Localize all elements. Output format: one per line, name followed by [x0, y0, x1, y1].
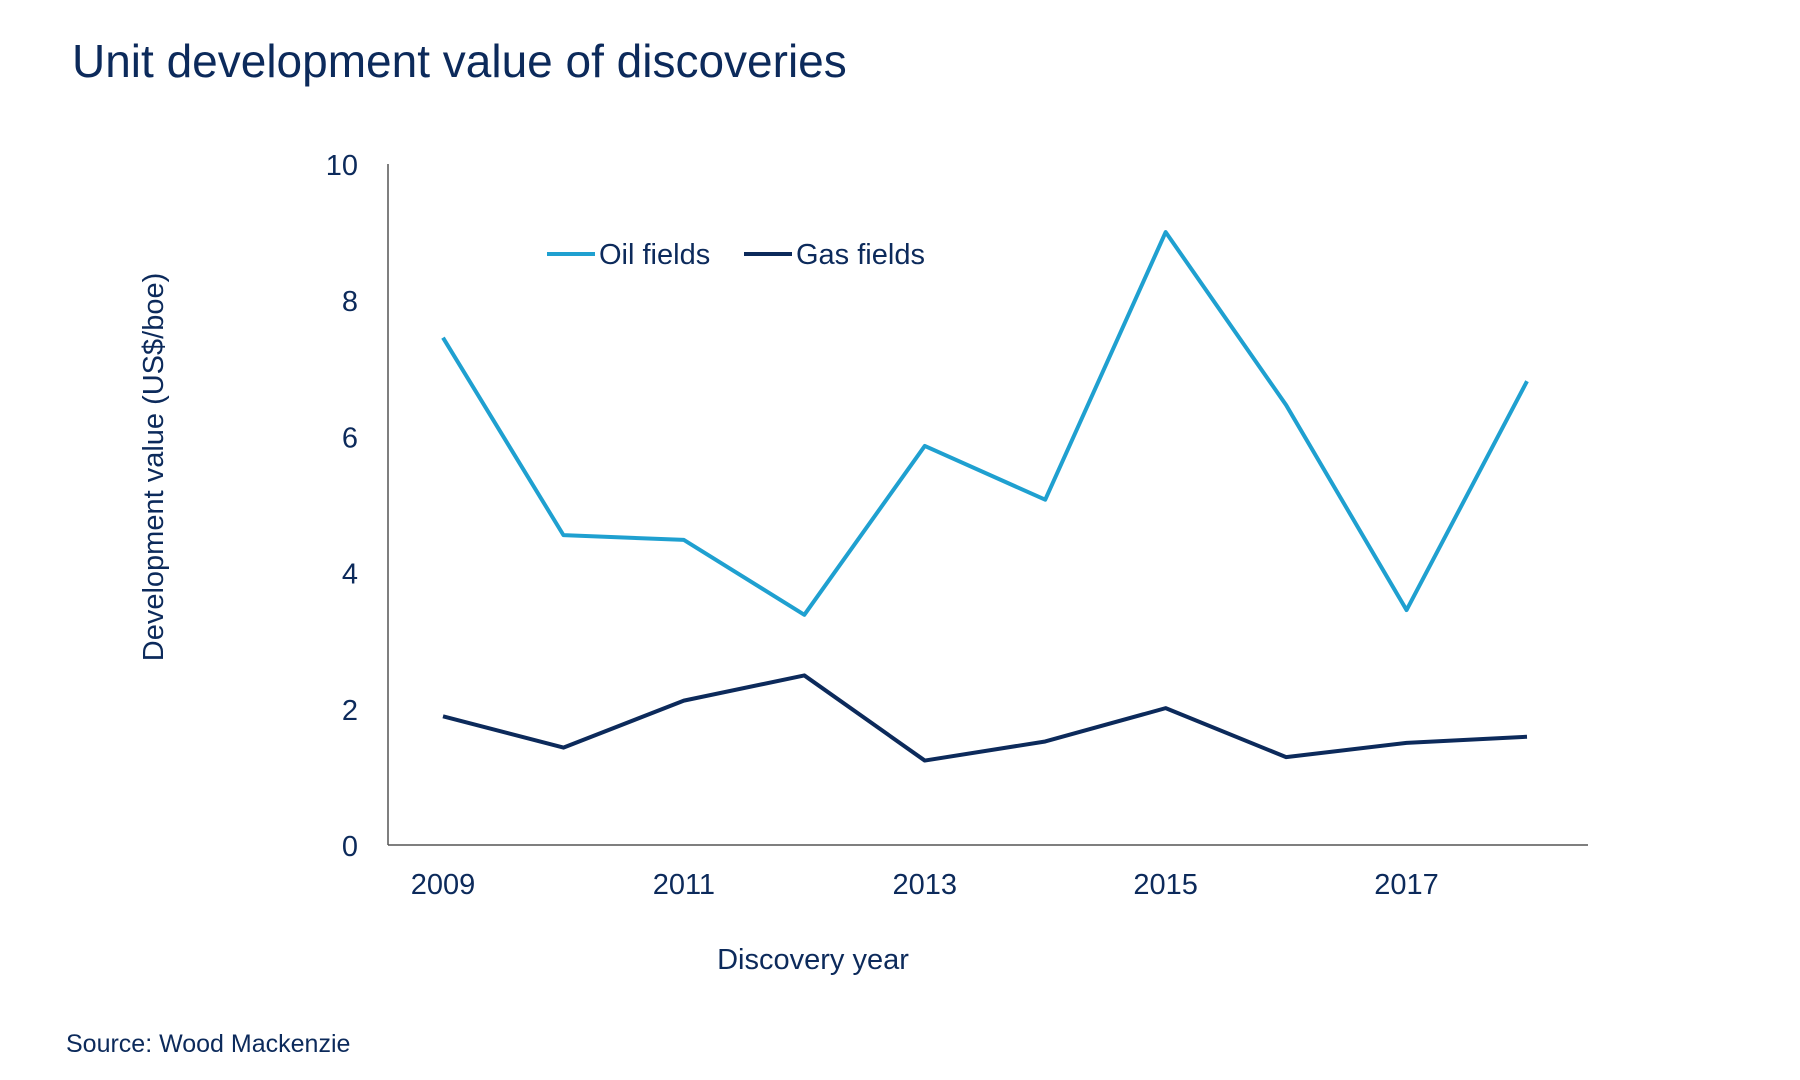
source-note: Source: Wood Mackenzie [66, 1030, 351, 1058]
x-tick-label: 2009 [411, 869, 476, 901]
series-line-oil-fields [441, 230, 1529, 617]
legend-item: Oil fields [547, 239, 710, 271]
y-tick-label: 4 [342, 559, 358, 591]
x-tick-label: 2011 [653, 869, 715, 901]
y-tick-label: 0 [342, 831, 358, 863]
x-tick-labels: 2009 2011 2013 2015 2017 [411, 869, 1439, 901]
series-lines [441, 230, 1529, 763]
y-axis-label: Development value (US$/boe) [138, 273, 170, 661]
legend: Oil fields Gas fields [547, 239, 925, 271]
y-tick-label: 8 [342, 286, 358, 318]
x-tick-label: 2015 [1133, 869, 1198, 901]
x-axis-label: Discovery year [717, 944, 909, 976]
y-tick-label: 2 [342, 695, 358, 727]
axes [387, 164, 1588, 846]
legend-label: Gas fields [796, 239, 925, 271]
legend-item: Gas fields [744, 239, 925, 271]
x-tick-label: 2017 [1374, 869, 1439, 901]
y-tick-label: 6 [342, 422, 358, 454]
y-tick-label: 10 [326, 150, 358, 182]
chart-title: Unit development value of discoveries [72, 35, 847, 87]
legend-label: Oil fields [599, 239, 710, 271]
series-line-gas-fields [442, 673, 1528, 763]
x-tick-label: 2013 [893, 869, 958, 901]
y-tick-labels: 0 2 4 6 8 10 [326, 150, 358, 863]
